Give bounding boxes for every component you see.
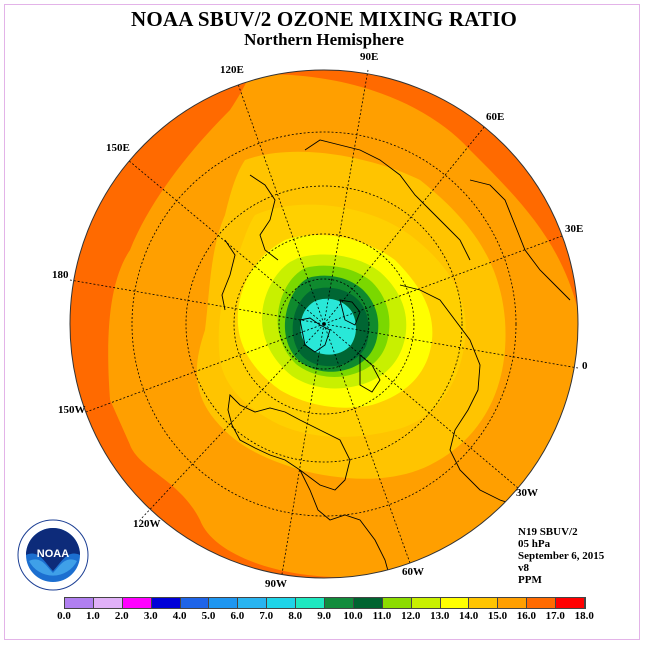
color-scale-tick-label: 17.0 [545, 610, 565, 622]
lon-label: 30E [565, 223, 583, 235]
color-scale-tick-label: 8.0 [288, 610, 303, 622]
info-satellite: N19 SBUV/2 [518, 526, 578, 538]
info-date: September 6, 2015 [518, 550, 605, 562]
color-scale-cell [180, 598, 210, 608]
color-scale-tick-label: 0.0 [57, 610, 71, 622]
lon-label: 120W [133, 518, 161, 530]
color-scale-tick-label: 14.0 [458, 610, 479, 622]
map-title: NOAA SBUV/2 OZONE MIXING RATIO [131, 7, 517, 31]
coastlines [221, 139, 571, 578]
longitude-labels: 90E 60E 30E 0 30W 60W 90W 120W 150W 180 … [52, 51, 588, 590]
color-scale-cell [382, 598, 412, 608]
color-scale-cell [469, 598, 499, 608]
color-scale-cell [238, 598, 268, 608]
lon-label: 0 [582, 360, 588, 372]
color-scale-cell [151, 598, 181, 608]
color-scale-tick-label: 4.0 [172, 610, 187, 622]
figure-frame [4, 4, 640, 640]
color-scale-tick-label: 2.0 [114, 610, 129, 622]
lon-label: 150W [58, 404, 86, 416]
color-scale-tick-label: 11.0 [372, 610, 392, 622]
lon-label: 60E [486, 111, 504, 123]
color-scale-cell [267, 598, 297, 608]
color-scale-tick-label: 12.0 [401, 610, 421, 622]
color-scale-tick-label: 18.0 [574, 610, 594, 622]
color-scale-cell [325, 598, 354, 608]
color-scale-tick-label: 7.0 [259, 610, 274, 622]
info-pressure-level: 05 hPa [518, 538, 551, 550]
color-scale-tick-label: 5.0 [201, 610, 216, 622]
logo-text: NOAA [37, 548, 69, 560]
color-scale-tick-label: 3.0 [143, 610, 158, 622]
color-scale-tick-label: 13.0 [430, 610, 450, 622]
color-scale-tick-label: 16.0 [516, 610, 537, 622]
color-scale-cell [498, 598, 528, 608]
color-scale-tick-label: 15.0 [487, 610, 508, 622]
ozone-band-15-left [70, 330, 130, 445]
info-units: PPM [518, 574, 542, 586]
color-scale-bar [64, 597, 587, 609]
color-scale-tick-label: 10.0 [343, 610, 363, 622]
map-boundary [69, 69, 579, 579]
graticule [69, 69, 579, 575]
color-scale-tick-label: 6.0 [230, 610, 245, 622]
noaa-logo: NOAA [17, 519, 89, 591]
color-scale-cell [411, 598, 441, 608]
lon-label: 180 [52, 269, 69, 281]
color-scale-cell [93, 598, 123, 608]
color-scale-cell [556, 598, 586, 608]
lon-label: 120E [220, 64, 244, 76]
lon-label: 90W [265, 578, 287, 590]
info-version: v8 [518, 562, 529, 574]
ozone-band-core [300, 298, 357, 355]
color-scale-cell [353, 598, 383, 608]
lon-label: 150E [106, 142, 130, 154]
color-scale-cell [122, 598, 152, 608]
color-scale-cell [209, 598, 239, 608]
lon-label: 90E [360, 51, 378, 63]
color-scale-tick-label: 9.0 [317, 610, 331, 622]
lon-label: 60W [402, 566, 424, 578]
color-scale-cell [65, 598, 94, 608]
color-scale-cell [440, 598, 470, 608]
color-scale-cell [527, 598, 557, 608]
lon-label: 30W [516, 487, 538, 499]
color-scale-cell [296, 598, 326, 608]
color-scale-tick-label: 1.0 [86, 610, 100, 622]
map-subtitle: Northern Hemisphere [244, 30, 404, 49]
